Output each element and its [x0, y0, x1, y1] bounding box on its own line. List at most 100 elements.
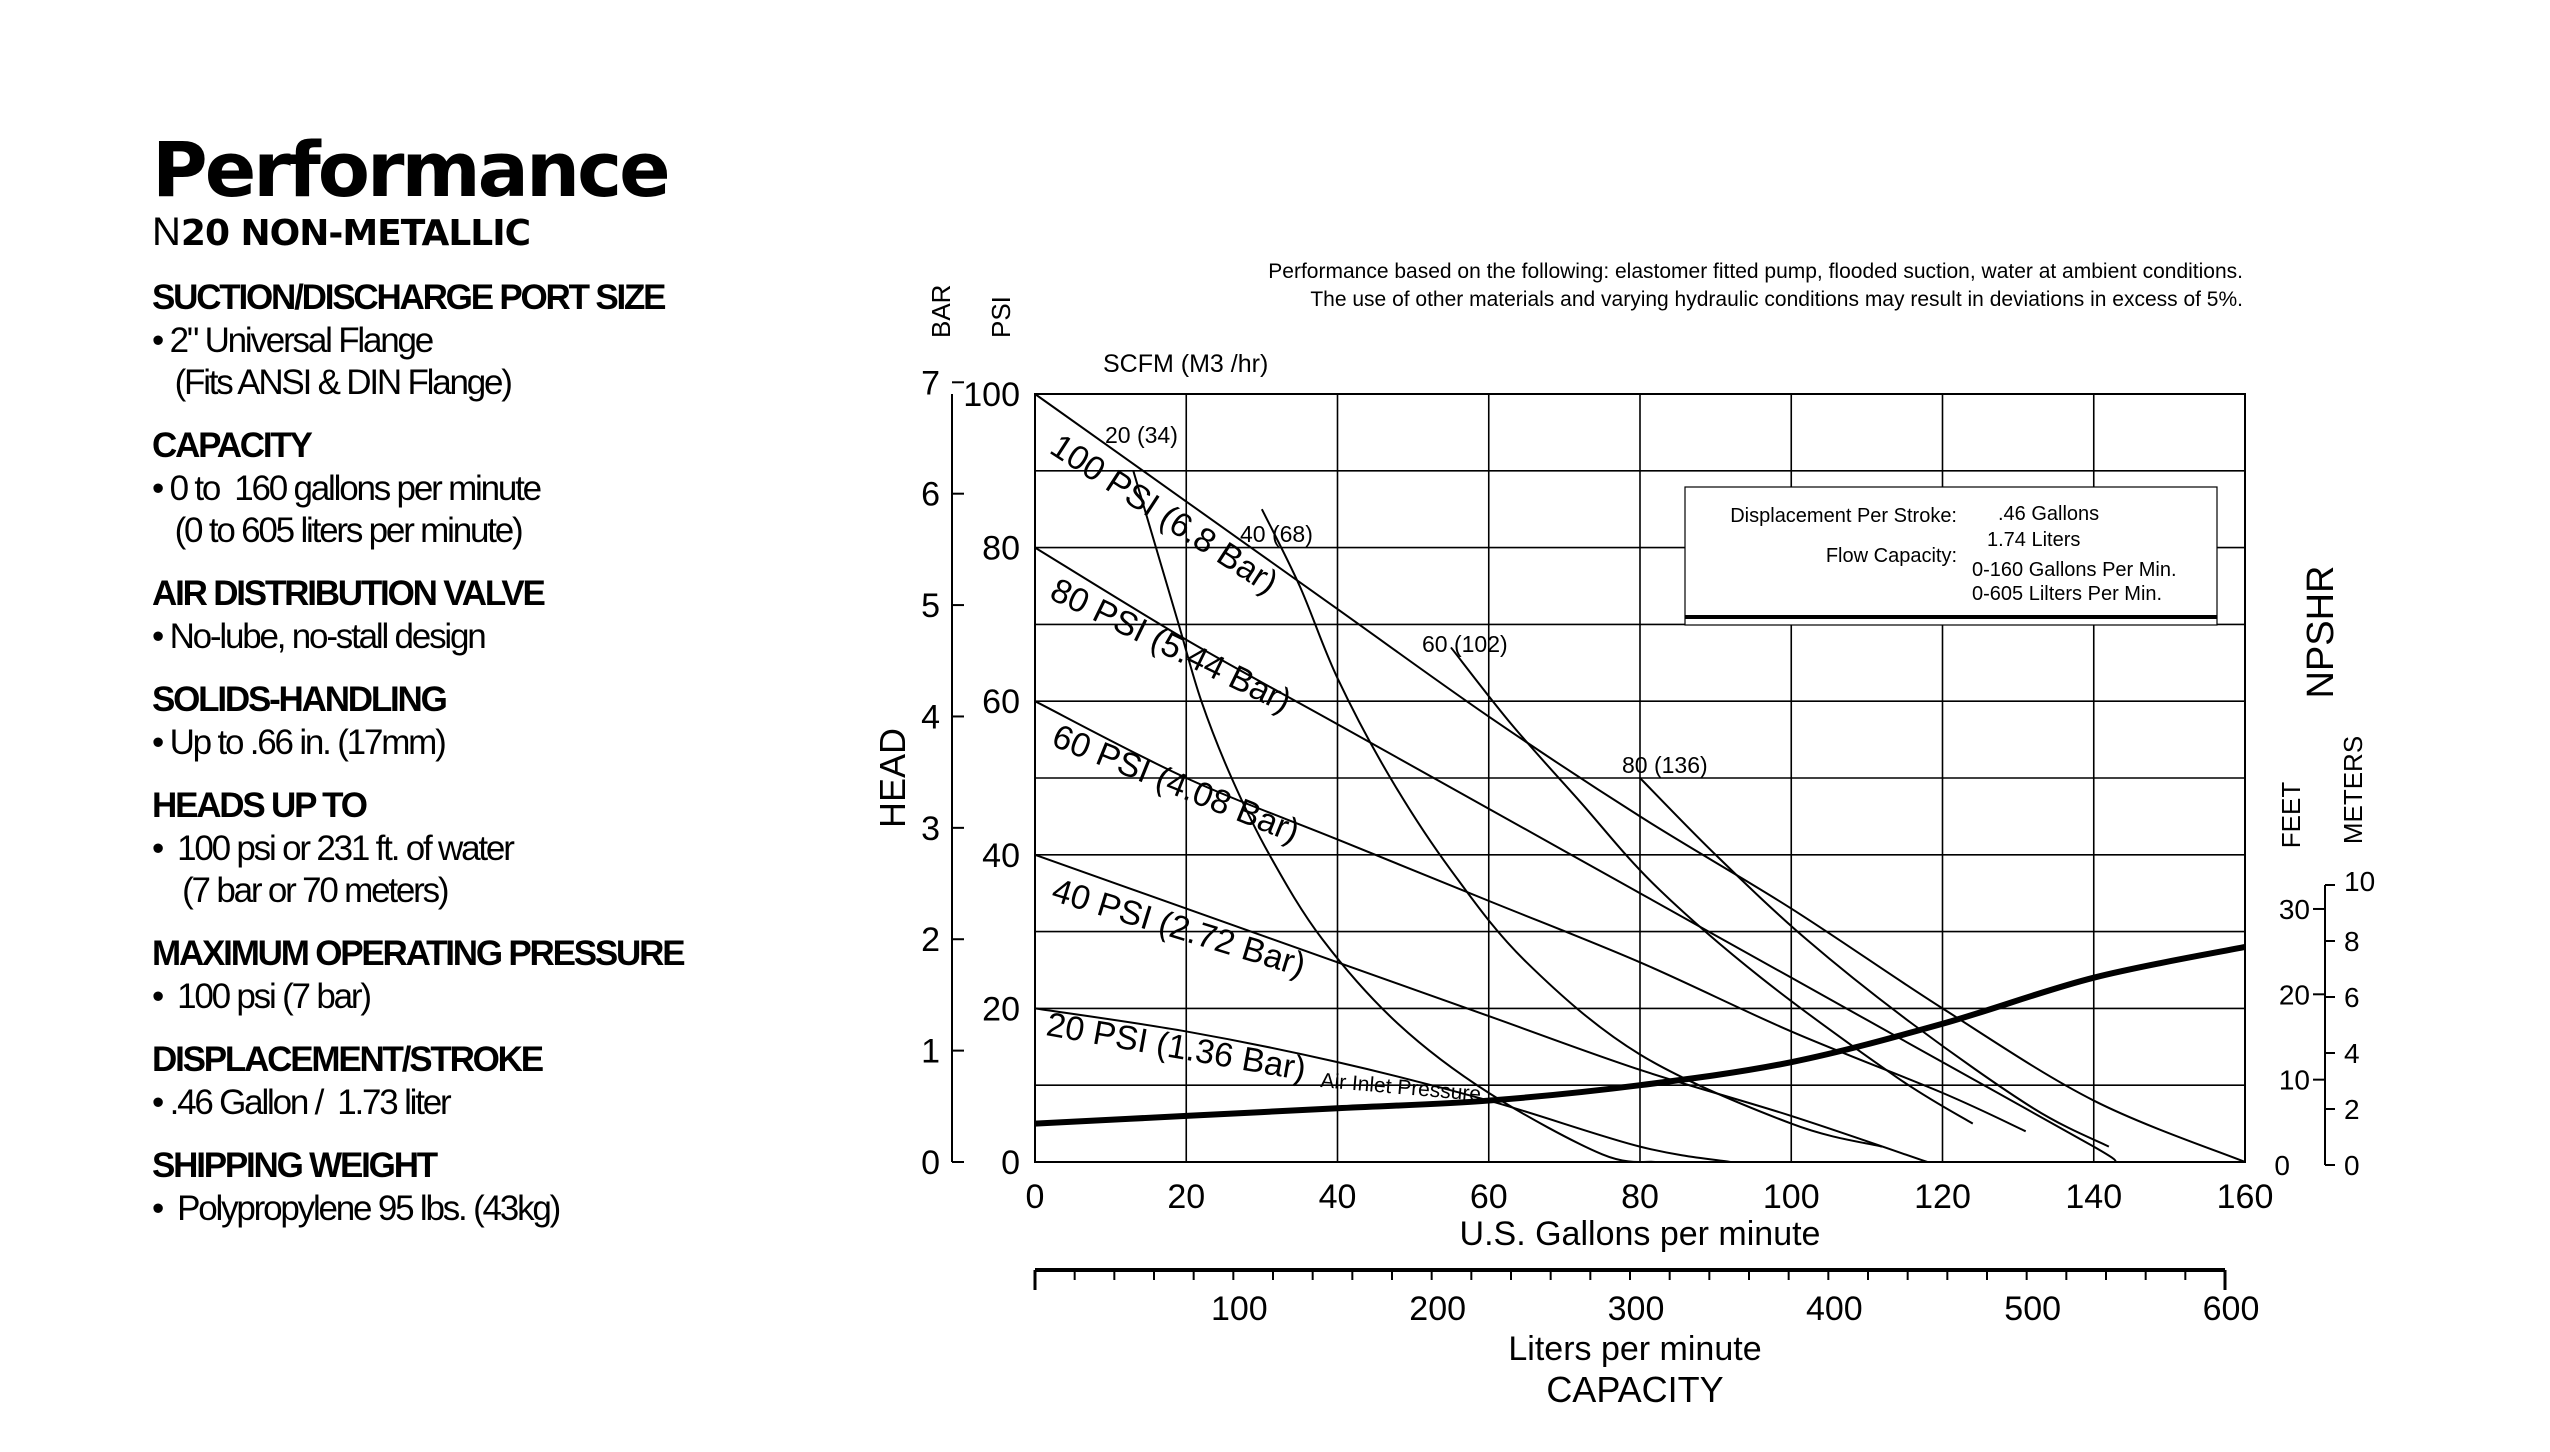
info-displacement-gallons: .46 Gallons: [1998, 503, 2099, 525]
psi-tick-label: 20: [982, 990, 1020, 1028]
psi-tick-label: 100: [963, 376, 1020, 414]
npshr-meter-label: 6: [2344, 982, 2360, 1013]
scfm-label: SCFM (M3 /hr): [1103, 350, 1268, 378]
subtitle-model: 20 NON-METALLIC: [180, 213, 531, 254]
pressure-curve-label: 40 PSI (2.72 Bar): [1048, 871, 1310, 984]
spec-line: • No-lube, no-stall design: [152, 617, 487, 656]
chart-note-1: Performance based on the following: elas…: [1268, 260, 2243, 283]
spec-heading: MAXIMUM OPERATING PRESSURE: [152, 934, 686, 973]
liters-axis-label: Liters per minute: [1508, 1330, 1761, 1368]
scfm-curve-label: 20 (34): [1105, 422, 1178, 448]
liters-tick-label: 400: [1806, 1290, 1863, 1328]
subtitle-prefix: N: [152, 210, 181, 254]
spec-list: SUCTION/DISCHARGE PORT SIZE • 2" Universa…: [152, 278, 752, 1230]
spec-heading: SUCTION/DISCHARGE PORT SIZE: [152, 278, 667, 317]
npshr-meter-label: 8: [2344, 926, 2360, 957]
scfm-curve-line: [1639, 777, 2110, 1148]
spec-line: • 100 psi (7 bar): [152, 977, 372, 1016]
x-tick-label: 80: [1621, 1178, 1659, 1216]
pressure-curve-line: [1034, 700, 2027, 1133]
info-flow-label: Flow Capacity:: [1826, 545, 1957, 567]
liters-tick-label: 600: [2203, 1290, 2260, 1328]
npshr-meter-label: 0: [2344, 1150, 2360, 1181]
chart-note-2: The use of other materials and varying h…: [1310, 288, 2243, 311]
spec-heading: AIR DISTRIBUTION VALVE: [152, 574, 546, 613]
npshr-meter-label: 2: [2344, 1094, 2360, 1125]
pressure-curve-line: [1034, 393, 2246, 1163]
bar-unit-label: BAR: [926, 285, 956, 338]
spec-heading: HEADS UP TO: [152, 786, 368, 825]
spec-heading: SOLIDS-HANDLING: [152, 680, 448, 719]
scfm-curve-label: 40 (68): [1240, 521, 1313, 547]
bar-tick-label: 1: [921, 1033, 940, 1071]
npshr-feet-label: 20: [2279, 979, 2310, 1010]
spec-line: • 0 to 160 gallons per minute: [152, 469, 542, 508]
chart-grid: [1034, 393, 2246, 1163]
spec-line: • .46 Gallon / 1.73 liter: [152, 1083, 452, 1122]
npshr-curve-line: [1034, 944, 2246, 1127]
bar-tick-label: 5: [921, 587, 940, 625]
bar-tick-label: 6: [921, 476, 940, 514]
spec-heading: CAPACITY: [152, 426, 313, 465]
bar-tick-label: 3: [921, 810, 940, 848]
x-tick-label: 100: [1763, 1178, 1820, 1216]
npshr-meter-label: 10: [2344, 866, 2375, 897]
x-tick-label: 0: [1026, 1178, 1045, 1216]
info-box: [1684, 486, 2218, 626]
info-flow-liters: 0-605 Lilters Per Min.: [1972, 583, 2162, 605]
page-title: Performance: [152, 125, 671, 214]
bar-tick-label: 0: [921, 1144, 940, 1182]
bar-tick-label: 2: [921, 921, 940, 959]
npshr-feet-unit: FEET: [2276, 782, 2306, 849]
liters-tick-label: 100: [1211, 1290, 1268, 1328]
npshr-meter-label: 4: [2344, 1038, 2360, 1069]
spec-line: (0 to 605 liters per minute): [152, 511, 524, 550]
liters-tick-label: 300: [1608, 1290, 1665, 1328]
psi-tick-label: 0: [1001, 1144, 1020, 1182]
spec-line: (Fits ANSI & DIN Flange): [152, 363, 513, 402]
spec-line: (7 bar or 70 meters): [152, 871, 449, 910]
info-flow-gallons: 0-160 Gallons Per Min.: [1972, 559, 2177, 581]
spec-line: • 100 psi or 231 ft. of water: [152, 829, 515, 868]
x-tick-label: 20: [1167, 1178, 1205, 1216]
x-tick-label: 160: [2217, 1178, 2274, 1216]
page-subtitle: N20 NON-METALLIC: [152, 210, 752, 256]
npshr-meters-unit: METERS: [2338, 736, 2368, 844]
info-displacement-liters: 1.74 Liters: [1987, 529, 2080, 551]
npshr-feet-zero: 0: [2274, 1150, 2290, 1181]
x-tick-label: 60: [1470, 1178, 1508, 1216]
spec-line: • Up to .66 in. (17mm): [152, 723, 447, 762]
scfm-curve-line: [1260, 508, 1883, 1148]
pressure-curve-label: 60 PSI (4.08 Bar): [1047, 717, 1305, 851]
spec-line: • 2" Universal Flange: [152, 321, 434, 360]
scfm-curve-line: [1450, 646, 1974, 1125]
spec-heading: DISPLACEMENT/STROKE: [152, 1040, 544, 1079]
x-tick-label: 120: [1914, 1178, 1971, 1216]
psi-tick-label: 80: [982, 530, 1020, 568]
info-displacement-label: Displacement Per Stroke:: [1730, 505, 1957, 527]
scfm-curve-label: 60 (102): [1422, 631, 1508, 657]
x-axis-label: U.S. Gallons per minute: [1460, 1215, 1821, 1253]
x-tick-label: 140: [2065, 1178, 2122, 1216]
scfm-curve-line: [1132, 470, 1656, 1164]
spec-heading: SHIPPING WEIGHT: [152, 1146, 438, 1185]
pressure-curve-line: [1034, 853, 1928, 1163]
air-inlet-label: Air Inlet Pressure: [1320, 1069, 1482, 1106]
y-axis-label: HEAD: [872, 728, 913, 828]
psi-tick-label: 40: [982, 837, 1020, 875]
npshr-feet-label: 10: [2279, 1065, 2310, 1096]
npshr-label: NPSHR: [2300, 565, 2342, 698]
capacity-label: CAPACITY: [1546, 1369, 1723, 1410]
liters-tick-label: 200: [1409, 1290, 1466, 1328]
spec-line: • Polypropylene 95 lbs. (43kg): [152, 1189, 561, 1228]
scfm-curve-label: 80 (136): [1622, 752, 1708, 778]
npshr-feet-label: 30: [2279, 894, 2310, 925]
pressure-curve-line: [1034, 546, 2118, 1163]
pressure-curve-line: [1034, 1007, 1731, 1163]
psi-tick-label: 60: [982, 683, 1020, 721]
pressure-curve-label: 20 PSI (1.36 Bar): [1044, 1005, 1309, 1088]
liters-tick-label: 500: [2004, 1290, 2061, 1328]
psi-unit-label: PSI: [986, 296, 1016, 338]
